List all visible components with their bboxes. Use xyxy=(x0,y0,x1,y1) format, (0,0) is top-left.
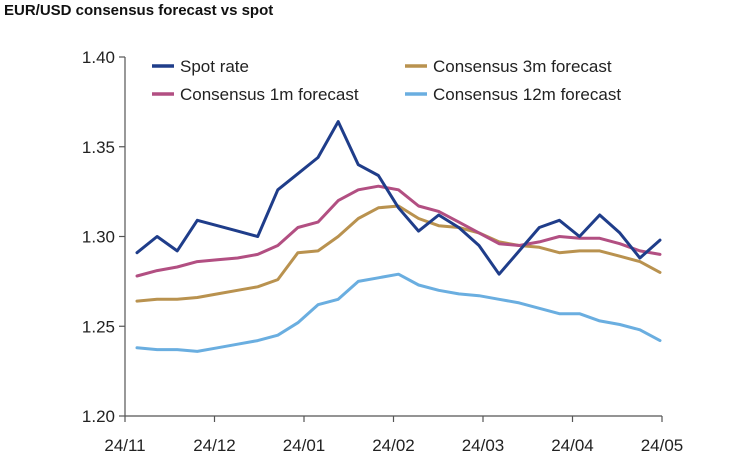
x-tick-label: 24/03 xyxy=(462,436,505,455)
y-axis-ticks: 1.40 1.35 1.30 1.25 1.20 xyxy=(82,48,125,426)
x-tick-label: 24/05 xyxy=(641,436,684,455)
y-tick-label: 1.35 xyxy=(82,138,115,157)
x-tick-label: 24/11 xyxy=(104,436,145,455)
x-tick-label: 24/04 xyxy=(551,436,594,455)
legend: Spot rate Consensus 3m forecast Consensus … xyxy=(152,57,621,104)
x-tick-label: 24/01 xyxy=(283,436,326,455)
series-line-consensus-3m-forecast xyxy=(135,204,662,303)
y-tick-label: 1.40 xyxy=(82,48,115,67)
series-line-spot-rate xyxy=(135,120,662,276)
legend-label: Consensus 1m forecast xyxy=(180,85,359,104)
series-line-consensus-12m-forecast xyxy=(135,272,662,353)
x-tick-label: 24/12 xyxy=(193,436,236,455)
x-tick-label: 24/02 xyxy=(372,436,415,455)
y-tick-label: 1.25 xyxy=(82,317,115,336)
chart-title: EUR/USD consensus forecast vs spot xyxy=(4,2,274,19)
x-axis-ticks: 24/11 24/12 24/01 24/02 24/03 24/04 24/05 xyxy=(104,416,683,455)
legend-label: Spot rate xyxy=(180,57,249,76)
series-line-consensus-1m-forecast xyxy=(135,184,662,278)
y-tick-label: 1.30 xyxy=(82,228,115,247)
series-lines xyxy=(135,120,662,353)
legend-label: Consensus 12m forecast xyxy=(433,85,621,104)
y-tick-label: 1.20 xyxy=(82,407,115,426)
legend-label: Consensus 3m forecast xyxy=(433,57,612,76)
